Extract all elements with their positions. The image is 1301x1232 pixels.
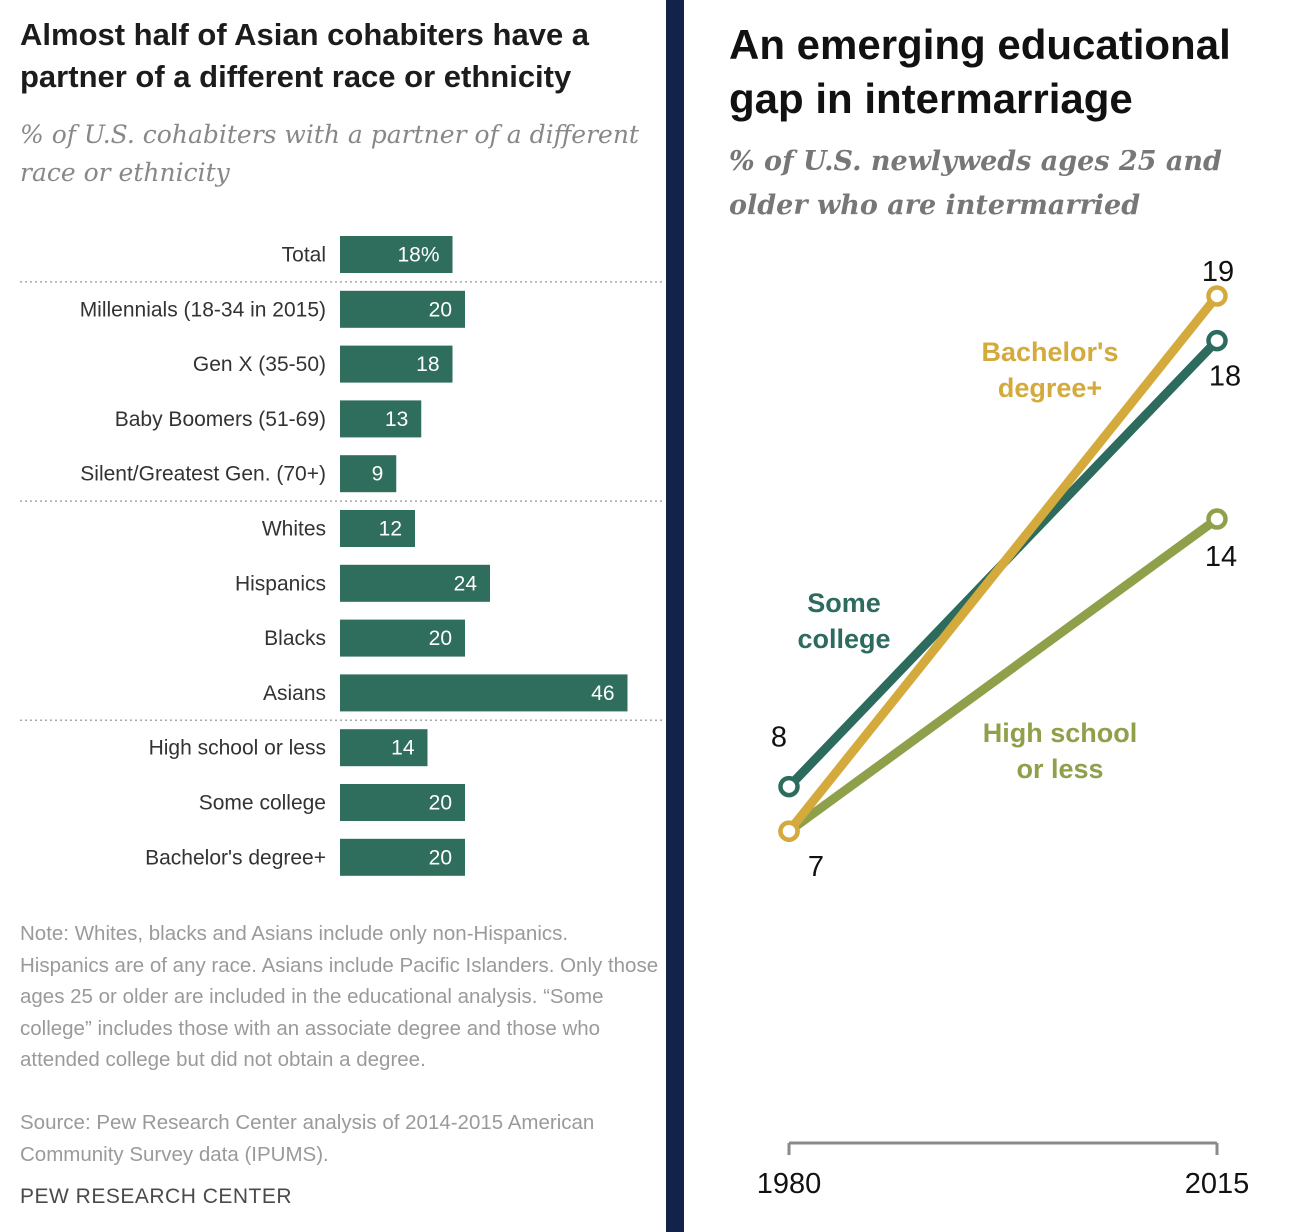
bar-hispanics [340,564,490,602]
bar-category-label-silent-greatest-gen-70: Silent/Greatest Gen. (70+) [80,463,326,486]
bar-value-label-some-college: 20 [429,792,452,815]
chart-source: Source: Pew Research Center analysis of … [20,1111,595,1166]
bar-chart: Total 18% Millennials (18-34 in 2015) 20 Gen… [20,236,664,876]
bar-value-label-whites: 12 [379,518,402,541]
point-bachelor-s-degree-2015 [1206,285,1228,307]
bar-value-label-total: 18% [397,244,439,267]
bar-high-school-or-less [340,729,428,767]
series-label-bachelor-s-degree-line-2: degree+ [998,373,1102,403]
bar-value-label-millennials-18-34-in-2015: 20 [429,298,452,321]
point-bachelor-s-degree-1980 [778,820,800,842]
bar-category-label-total: Total [282,244,326,267]
bar-some-college [340,784,465,821]
bar-value-label-silent-greatest-gen-70: 9 [372,463,384,486]
bar-bachelor-s-degree [340,838,465,876]
bar-category-label-asians: Asians [263,682,326,705]
bar-blacks [340,619,465,657]
series-label-bachelor-s-degree-line-1: Bachelor's [982,337,1119,367]
bar-category-label-millennials-18-34-in-2015: Millennials (18-34 in 2015) [80,298,326,321]
series-label-some-college-line-1: Some [807,588,881,618]
series-label-high-school-or-less-line-2: or less [1016,754,1103,784]
bar-category-label-high-school-or-less: High school or less [149,737,326,760]
x-tick-label-2015: 2015 [1185,1168,1250,1200]
bar-total [340,236,453,273]
bar-asians [340,674,628,712]
line-high-school-or-less [784,514,1222,836]
bar-value-label-hispanics: 24 [454,572,478,595]
bar-category-label-some-college: Some college [199,792,326,815]
bar-category-label-baby-boomers-51-69: Baby Boomers (51-69) [115,408,326,431]
bar-category-label-blacks: Blacks [264,627,326,650]
chart-note: Note: Whites, blacks and Asians include … [20,922,659,1071]
bar-value-label-gen-x-35-50: 18 [416,353,439,376]
line-bachelor-s-degree [784,291,1222,836]
bar-millennials-18-34-in-2015 [340,290,465,328]
point-some-college-2015 [1206,329,1228,352]
bar-category-label-bachelor-s-degree: Bachelor's degree+ [145,846,326,869]
bar-chart-subtitle: % of U.S. cohabiters with a partner of a… [20,120,639,187]
bar-chart-title: Almost half of Asian cohabiters have a p… [20,17,590,94]
series-label-high-school-or-less-line-1: High school [983,718,1138,748]
right-panel: An emerging educational gap in intermarr… [684,0,1301,1232]
bar-value-label-bachelor-s-degree: 20 [429,846,452,869]
value-label-high-school-or-less-2015: 14 [1205,541,1237,573]
series-label-some-college-line-2: college [797,624,890,654]
value-label-bachelor-s-degree-2015: 19 [1202,256,1234,288]
bar-whites [340,510,415,547]
bar-value-label-asians: 46 [591,682,614,705]
bar-baby-boomers-51-69 [340,400,422,438]
line-chart-subtitle: % of U.S. newlyweds ages 25 and older wh… [729,146,1222,221]
value-label-bachelor-s-degree-1980: 7 [808,851,824,883]
bar-category-label-whites: Whites [262,518,326,541]
line-chart: 1980 2015 8 18 7 19 14 Some college Bachelor's deg… [757,256,1250,1200]
x-tick-label-1980: 1980 [757,1168,822,1200]
bar-value-label-baby-boomers-51-69: 13 [385,408,408,431]
bar-value-label-high-school-or-less: 14 [391,737,415,760]
value-label-some-college-1980: 8 [771,722,787,754]
point-some-college-1980 [778,775,800,798]
bar-category-label-gen-x-35-50: Gen X (35-50) [193,353,326,376]
value-label-some-college-2015: 18 [1209,361,1241,393]
point-high-school-or-less-2015 [1206,508,1228,530]
panel-divider [666,0,684,1232]
bar-silent-greatest-gen-70 [340,455,397,493]
bar-value-label-blacks: 20 [429,627,452,650]
bar-gen-x-35-50 [340,345,453,383]
pew-credit: PEW RESEARCH CENTER [20,1185,293,1208]
line-chart-title: An emerging educational gap in intermarr… [729,21,1231,122]
left-panel: Almost half of Asian cohabiters have a p… [20,17,664,1208]
bar-category-label-hispanics: Hispanics [235,572,326,595]
